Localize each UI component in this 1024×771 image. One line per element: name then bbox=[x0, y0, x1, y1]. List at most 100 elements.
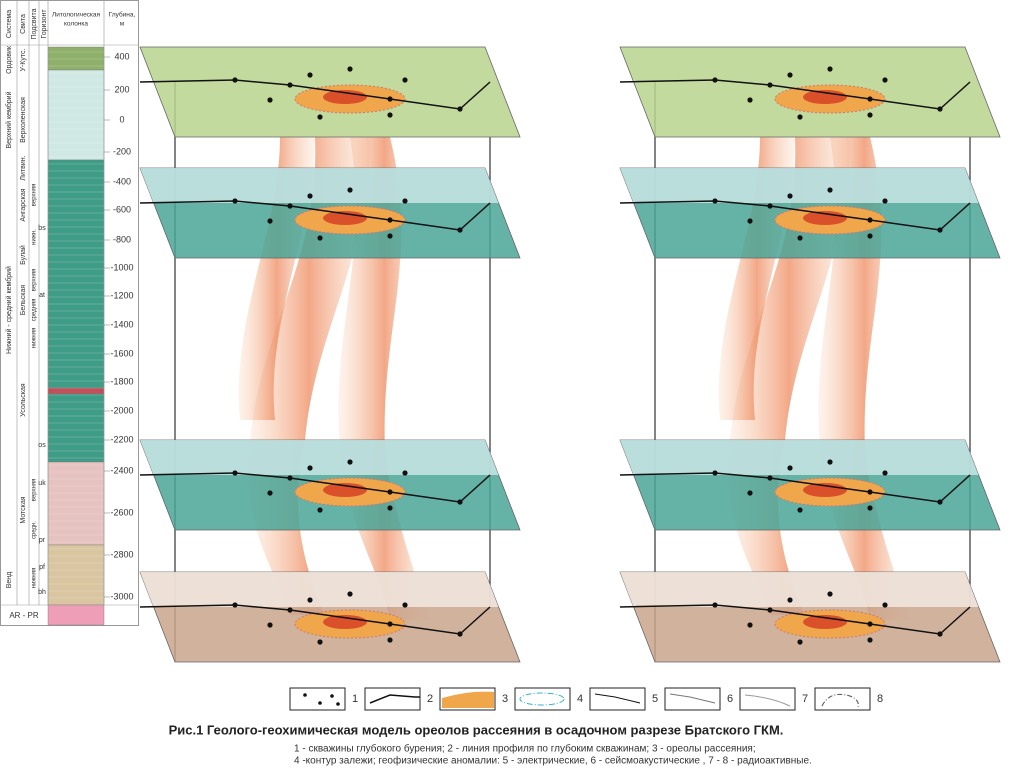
depth-label: -1600 bbox=[110, 348, 133, 358]
legend-box bbox=[514, 687, 571, 711]
well bbox=[712, 470, 718, 476]
legend-number: 1 bbox=[352, 693, 358, 705]
well bbox=[712, 198, 718, 204]
column-label: Бельская bbox=[20, 285, 27, 316]
well bbox=[712, 77, 718, 83]
legend-icon bbox=[519, 692, 565, 706]
well bbox=[882, 602, 888, 608]
well bbox=[457, 227, 463, 233]
layer-plane-upper bbox=[140, 572, 499, 607]
layer-plane-upper bbox=[620, 440, 979, 475]
depth-label: -2200 bbox=[110, 434, 133, 444]
well bbox=[867, 96, 873, 102]
column-label: Нижний - средний кембрий bbox=[5, 266, 13, 354]
well bbox=[307, 465, 313, 471]
lithology-band bbox=[47, 46, 105, 71]
depth-label: 0 bbox=[119, 114, 124, 124]
well bbox=[387, 489, 393, 495]
well bbox=[797, 507, 803, 513]
well bbox=[767, 203, 773, 209]
well bbox=[402, 77, 408, 83]
depth-label: -1000 bbox=[110, 262, 133, 272]
legend-number: 6 bbox=[727, 693, 733, 705]
column-header: колонка bbox=[64, 21, 88, 28]
legend-box bbox=[739, 687, 796, 711]
column-label: Литвин. bbox=[20, 155, 27, 180]
well bbox=[747, 97, 753, 103]
profile-line bbox=[619, 79, 971, 110]
well bbox=[307, 72, 313, 78]
well bbox=[457, 106, 463, 112]
profile-line bbox=[139, 604, 491, 635]
column-header: Литологическая bbox=[52, 12, 101, 19]
lithology-band bbox=[47, 461, 105, 546]
well bbox=[402, 602, 408, 608]
lithology-band bbox=[47, 387, 105, 395]
well bbox=[787, 193, 793, 199]
legend-icon bbox=[336, 702, 340, 706]
layer-plane-upper bbox=[140, 440, 499, 475]
well bbox=[307, 597, 313, 603]
depth-label: -1200 bbox=[110, 290, 133, 300]
column-label: нижн. bbox=[32, 229, 38, 245]
well bbox=[827, 187, 833, 193]
column-label: средняя bbox=[32, 299, 38, 322]
profile-line bbox=[619, 200, 971, 231]
lithology-band bbox=[47, 393, 105, 463]
well bbox=[827, 591, 833, 597]
well bbox=[347, 591, 353, 597]
well bbox=[287, 203, 293, 209]
layer-plane-upper bbox=[620, 168, 979, 203]
well bbox=[347, 187, 353, 193]
profile-line bbox=[139, 200, 491, 231]
horizon-label: pf bbox=[39, 564, 45, 571]
well bbox=[882, 198, 888, 204]
basement-label: AR - PR bbox=[9, 611, 39, 620]
legend-icon bbox=[821, 693, 859, 708]
depth-label: -2800 bbox=[110, 549, 133, 559]
well bbox=[387, 621, 393, 627]
well bbox=[767, 475, 773, 481]
legend-number: 8 bbox=[877, 693, 883, 705]
well bbox=[867, 621, 873, 627]
horizon-label: bs bbox=[38, 225, 46, 232]
well bbox=[797, 235, 803, 241]
well bbox=[402, 198, 408, 204]
well bbox=[457, 631, 463, 637]
well bbox=[387, 637, 393, 643]
column-label: Свита bbox=[20, 14, 27, 34]
column-label: Булай bbox=[19, 245, 27, 265]
well bbox=[287, 475, 293, 481]
column-label: Мотская bbox=[20, 496, 27, 523]
well bbox=[712, 602, 718, 608]
legend-box bbox=[289, 687, 346, 711]
lithology-band bbox=[47, 544, 105, 606]
well bbox=[937, 106, 943, 112]
profile-line bbox=[619, 472, 971, 503]
legend-number: 3 bbox=[502, 693, 508, 705]
horizon-label: os bbox=[38, 442, 46, 449]
well bbox=[387, 217, 393, 223]
column-label: Верхний кембрий bbox=[5, 91, 13, 148]
legend-box bbox=[664, 687, 721, 711]
well bbox=[317, 235, 323, 241]
well bbox=[287, 82, 293, 88]
well bbox=[767, 607, 773, 613]
depth-label: -400 bbox=[113, 176, 131, 186]
depth-label: -1400 bbox=[110, 319, 133, 329]
legend-icon bbox=[442, 691, 494, 708]
well bbox=[827, 66, 833, 72]
legend-number: 2 bbox=[427, 693, 433, 705]
well bbox=[387, 112, 393, 118]
well bbox=[867, 637, 873, 643]
depth-label: -2000 bbox=[110, 405, 133, 415]
column-label: средн. bbox=[32, 521, 38, 539]
depth-label: -2600 bbox=[110, 507, 133, 517]
well bbox=[347, 459, 353, 465]
well bbox=[937, 227, 943, 233]
depth-label: 400 bbox=[114, 51, 129, 61]
well bbox=[317, 507, 323, 513]
legend-box bbox=[814, 687, 871, 711]
caption-line: 4 -контур залежи; геофизические аномалии… bbox=[294, 755, 812, 766]
depth-label: -200 bbox=[113, 146, 131, 156]
